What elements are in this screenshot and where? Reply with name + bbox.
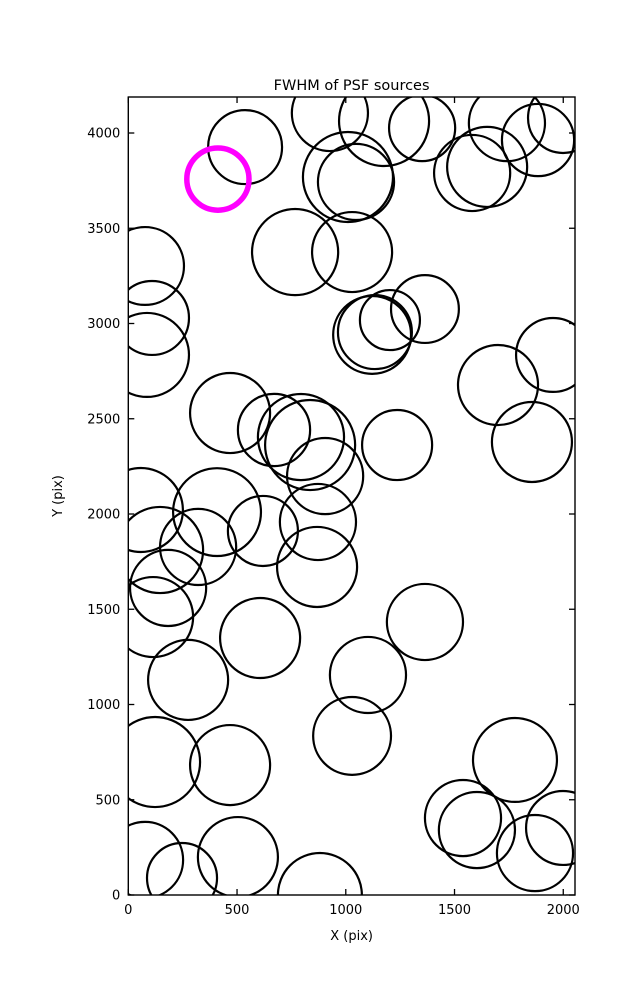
x-tick-label: 1500 <box>438 903 471 918</box>
data-circle <box>526 97 576 155</box>
data-circle <box>128 225 186 306</box>
data-circle <box>500 102 576 178</box>
data-circle <box>385 582 465 662</box>
data-circle <box>514 316 576 393</box>
y-tick-label: 2500 <box>87 412 120 427</box>
data-circles-layer <box>128 97 576 895</box>
data-circle <box>285 436 365 516</box>
y-tick-label: 1000 <box>87 698 120 713</box>
data-circle <box>128 715 202 809</box>
data-circle <box>316 142 396 222</box>
data-circle <box>524 789 576 867</box>
data-circle <box>128 311 191 398</box>
data-circle <box>490 400 574 484</box>
data-circle <box>278 482 358 562</box>
data-circle <box>128 505 205 595</box>
data-circle <box>310 210 394 294</box>
data-circle <box>389 273 460 345</box>
data-circle <box>387 97 457 163</box>
data-circle <box>128 820 185 895</box>
data-circle <box>467 97 547 163</box>
data-circle <box>158 507 238 587</box>
data-circle <box>128 279 191 357</box>
ticks-layer: 0 500 1000 1500 2000 0 500 1000 1500 2000 2500 3000… <box>87 97 580 918</box>
y-tick-label: 3000 <box>87 317 120 332</box>
data-circle <box>128 575 195 659</box>
data-circle <box>312 695 393 776</box>
y-tick-label: 4000 <box>87 127 120 142</box>
plot-title: FWHM of PSF sources <box>274 78 430 94</box>
data-circle <box>337 97 431 168</box>
data-circle <box>276 851 363 895</box>
data-circle <box>250 207 340 297</box>
data-circle <box>437 790 517 870</box>
data-circle <box>172 467 263 558</box>
data-circle <box>423 778 503 858</box>
data-circle <box>196 815 280 895</box>
data-circle <box>471 716 559 804</box>
y-axis-label: Y (pix) <box>51 475 66 518</box>
data-circle <box>275 525 359 609</box>
highlight-circle <box>184 145 252 213</box>
y-tick-label: 1500 <box>87 603 120 618</box>
data-circle <box>290 97 370 153</box>
data-circle <box>128 548 208 628</box>
data-circle <box>263 398 357 492</box>
y-tick-label: 3500 <box>87 222 120 237</box>
x-tick-label: 500 <box>225 903 250 918</box>
data-circle <box>188 723 272 807</box>
axes-frame <box>127 96 576 896</box>
data-circle <box>146 638 230 722</box>
data-circle <box>145 841 219 895</box>
data-circle <box>226 494 300 568</box>
x-tick-label: 0 <box>124 903 132 918</box>
data-circle <box>328 635 408 715</box>
data-circle <box>432 133 512 213</box>
y-tick-label: 2000 <box>87 508 120 523</box>
x-axis-label: X (pix) <box>330 929 373 944</box>
data-circle <box>236 392 312 468</box>
data-circle <box>360 408 434 482</box>
data-circle <box>456 343 540 427</box>
data-circle <box>188 371 272 455</box>
data-circle <box>358 288 422 352</box>
data-circle <box>256 392 346 482</box>
data-circle <box>218 596 302 680</box>
data-circle <box>495 813 575 893</box>
y-tick-label: 500 <box>95 793 120 808</box>
data-circle <box>332 294 413 375</box>
y-tick-label: 0 <box>112 889 120 904</box>
x-tick-label: 1000 <box>329 903 362 918</box>
data-circle <box>128 466 184 554</box>
x-tick-label: 2000 <box>547 903 580 918</box>
